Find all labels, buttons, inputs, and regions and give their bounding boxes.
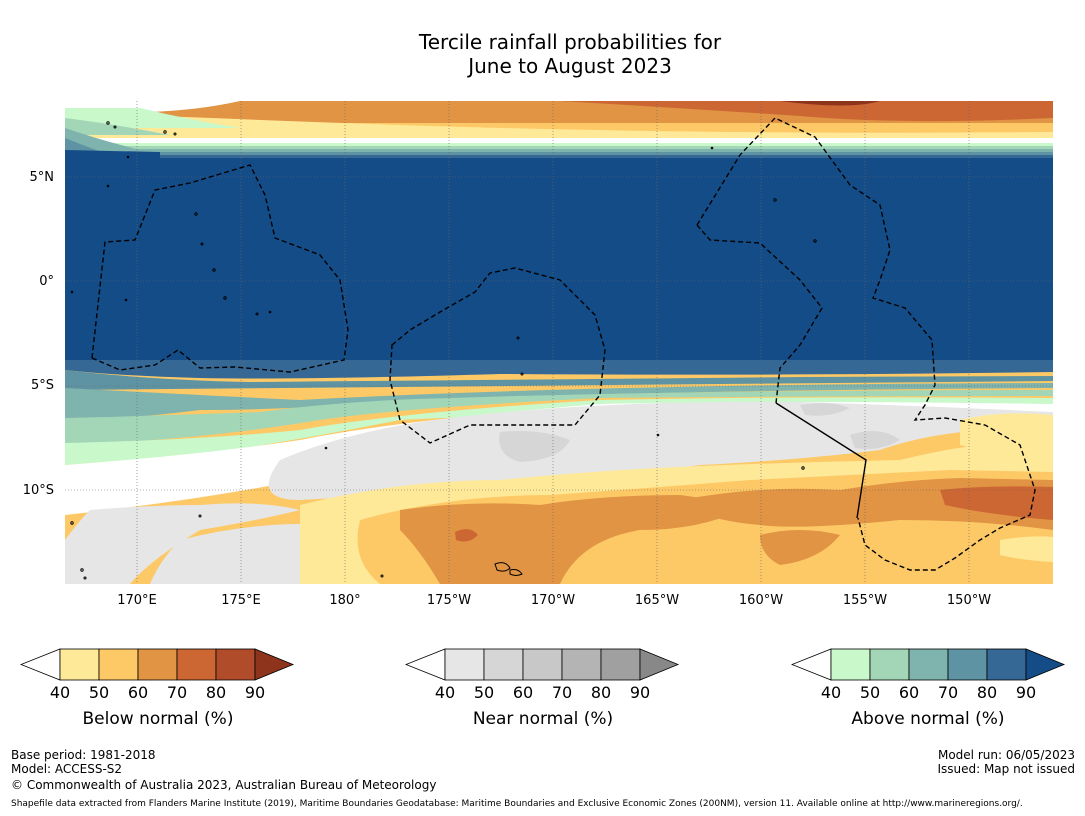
colorbar-tick-label: 70 [551, 683, 573, 702]
colorbar-tick-label: 60 [127, 683, 149, 702]
colorbar-title-below: Below normal (%) [82, 709, 234, 729]
shapefile-note: Shapefile data extracted from Flanders M… [11, 799, 1023, 809]
colorbar-swatch [137, 648, 178, 681]
lon-label-170e: 170°E [117, 593, 157, 608]
colorbar-swatch [986, 648, 1027, 681]
gridlines [65, 101, 1053, 584]
colorbar-tick-label: 50 [88, 683, 110, 702]
map-title-line1: Tercile rainfall probabilities for [418, 30, 722, 54]
colorbar-tick-label: 80 [590, 683, 612, 702]
lon-label-165w: 165°W [634, 593, 680, 608]
colorbar-swatch [830, 648, 871, 681]
colorbar-swatch [947, 648, 988, 681]
colorbar-swatch [176, 648, 217, 681]
lon-label-150w: 150°W [946, 593, 992, 608]
copyright-text: © Commonwealth of Australia 2023, Austra… [11, 778, 437, 792]
lat-label-10s: 10°S [22, 483, 54, 498]
lon-label-175w: 175°W [426, 593, 472, 608]
colorbar-tick-label: 90 [1015, 683, 1037, 702]
colorbar-swatch [561, 648, 602, 681]
colorbar-left-extension [20, 648, 61, 681]
lat-label-0: 0° [39, 274, 54, 289]
colorbar-above-normal [791, 648, 1066, 681]
footer-right: Model run: 06/05/2023 Issued: Map not is… [937, 748, 1075, 776]
colorbar-tick-label: 90 [629, 683, 651, 702]
base-period-text: Base period: 1981-2018 [11, 748, 156, 762]
colorbar-right-extension [639, 648, 680, 681]
colorbar-swatch [600, 648, 641, 681]
footer-left: Base period: 1981-2018 Model: ACCESS-S2 … [11, 748, 436, 792]
map-fill [65, 101, 1053, 584]
colorbar-title-above: Above normal (%) [851, 709, 1005, 729]
colorbar-tick-label: 60 [512, 683, 534, 702]
colorbar-left-extension [405, 648, 446, 681]
model-text: Model: ACCESS-S2 [11, 762, 123, 776]
colorbar-swatch [98, 648, 139, 681]
islands [70, 121, 817, 580]
colorbar-swatch [522, 648, 563, 681]
lat-label-5n: 5°N [29, 170, 55, 185]
colorbar-tick-label: 40 [820, 683, 842, 702]
colorbar-tick-label: 50 [473, 683, 495, 702]
eez-boundaries [91, 117, 1036, 571]
colorbar-below-normal [20, 648, 295, 681]
colorbar-tick-label: 40 [49, 683, 71, 702]
colorbar-tick-label: 80 [976, 683, 998, 702]
colorbar-title-near: Near normal (%) [472, 709, 614, 729]
model-run-text: Model run: 06/05/2023 [937, 748, 1075, 762]
colorbar-right-extension [254, 648, 295, 681]
lat-label-5s: 5°S [30, 378, 54, 393]
colorbar-tick-label: 90 [244, 683, 266, 702]
lon-label-180: 180° [329, 593, 361, 608]
colorbar-tick-label: 70 [166, 683, 188, 702]
colorbar-near-normal [405, 648, 680, 681]
maritime-boundary-line [775, 402, 867, 519]
lon-label-170w: 170°W [530, 593, 576, 608]
colorbar-swatch [908, 648, 949, 681]
colorbar-left-extension [791, 648, 832, 681]
colorbar-swatch [444, 648, 485, 681]
lon-label-155w: 155°W [842, 593, 888, 608]
colorbar-tick-label: 50 [859, 683, 881, 702]
colorbar-right-extension [1025, 648, 1066, 681]
lon-label-175e: 175°E [221, 593, 261, 608]
colorbar-swatch [215, 648, 256, 681]
map-title-line2: June to August 2023 [468, 54, 672, 78]
issued-text: Issued: Map not issued [937, 762, 1075, 776]
map-title: Tercile rainfall probabilities for June … [0, 30, 1085, 78]
colorbar-tick-label: 40 [434, 683, 456, 702]
lon-label-160w: 160°W [738, 593, 784, 608]
colorbar-tick-label: 80 [205, 683, 227, 702]
colorbar-tick-label: 60 [898, 683, 920, 702]
colorbar-tick-label: 70 [937, 683, 959, 702]
colorbar-swatch [483, 648, 524, 681]
colorbar-swatch [59, 648, 100, 681]
colorbar-swatch [869, 648, 910, 681]
